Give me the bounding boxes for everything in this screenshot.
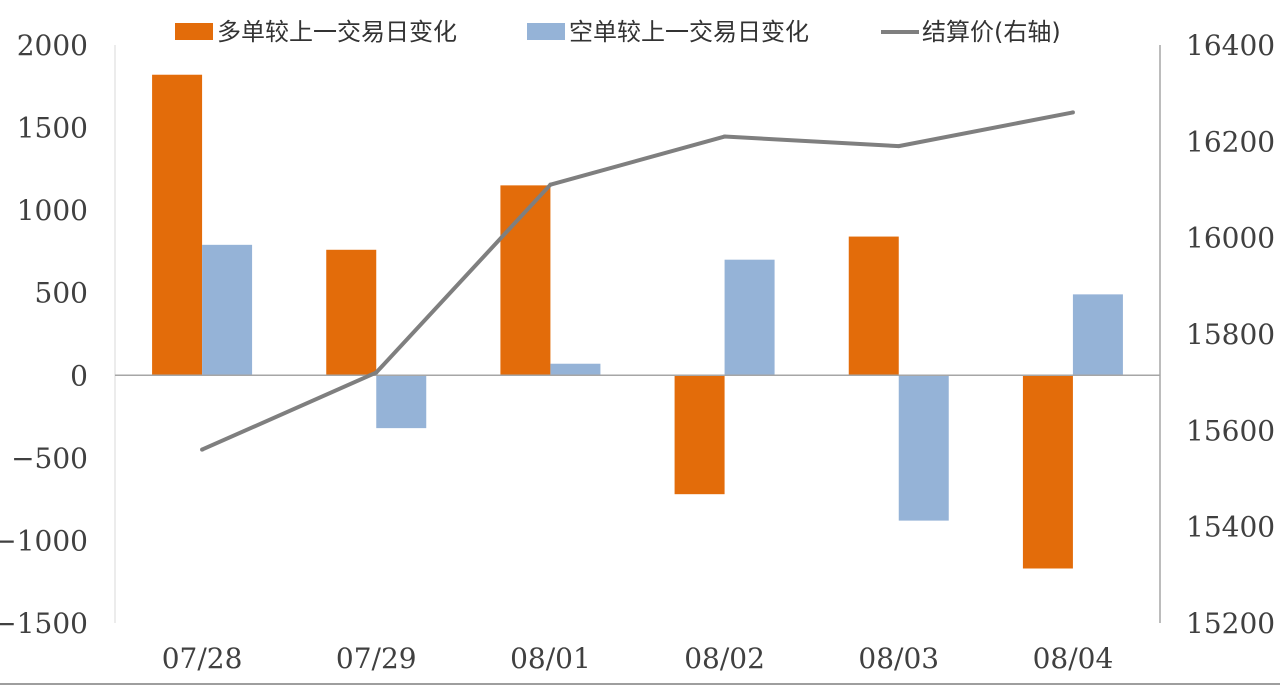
x-axis-tick-label: 07/29 — [336, 642, 417, 675]
long-change-bar — [848, 236, 899, 376]
left-axis-tick-label: 1000 — [17, 194, 88, 227]
x-axis-tick-label: 08/03 — [858, 642, 939, 675]
long-change-bar — [674, 375, 725, 495]
legend-item-long: 多单较上一交易日变化 — [175, 18, 457, 46]
left-axis-tick-label: −1000 — [0, 524, 88, 557]
left-axis-tick-label: −500 — [11, 442, 88, 475]
legend-swatch-long — [175, 23, 213, 40]
long-change-bar — [500, 185, 551, 376]
long-change-bar — [326, 249, 377, 376]
bars — [152, 74, 1123, 569]
short-change-bar — [550, 363, 601, 376]
settlement-price-point — [722, 134, 727, 139]
legend-item-short: 空单较上一交易日变化 — [527, 18, 809, 46]
legend-item-settlement: 结算价(右轴) — [881, 18, 1061, 46]
settlement-price-point — [200, 447, 205, 452]
long-change-bar — [152, 74, 203, 376]
left-axis-tick-label: 500 — [35, 277, 88, 310]
short-change-bar — [376, 375, 427, 429]
x-axis-tick-label: 07/28 — [162, 642, 243, 675]
settlement-price-point — [896, 144, 901, 149]
right-axis-tick-label: 15400 — [1186, 511, 1275, 544]
settlement-line-group — [200, 110, 1075, 452]
settlement-price-line — [201, 110, 1074, 452]
left-axis-tick-label: 1500 — [17, 112, 88, 145]
legend: 多单较上一交易日变化 空单较上一交易日变化 结算价(右轴) — [175, 18, 1061, 46]
right-axis-tick-label: 16200 — [1186, 125, 1275, 158]
x-axis-tick-labels: 07/28 07/29 08/01 08/02 08/03 08/04 — [162, 642, 1114, 675]
settlement-price-point — [374, 370, 379, 375]
short-change-bar — [1072, 294, 1123, 376]
short-change-bar — [724, 259, 775, 376]
long-change-bar — [1022, 375, 1073, 569]
right-axis-tick-label: 16400 — [1186, 29, 1275, 62]
left-axis-tick-label: −1500 — [0, 607, 88, 640]
x-axis-tick-label: 08/02 — [684, 642, 765, 675]
legend-label-long: 多单较上一交易日变化 — [217, 18, 457, 46]
right-axis-tick-labels: 16400 16200 16000 15800 15600 15400 15200 — [1186, 29, 1275, 640]
x-axis-tick-label: 08/01 — [510, 642, 591, 675]
settlement-price-point — [1070, 110, 1075, 115]
short-change-bar — [202, 244, 253, 376]
settlement-price-point — [548, 182, 553, 187]
left-axis-tick-label: 0 — [70, 359, 88, 392]
legend-label-settlement: 结算价(右轴) — [922, 18, 1061, 46]
left-axis-tick-labels: 2000 1500 1000 500 0 −500 −1000 −1500 — [0, 29, 88, 640]
right-axis-tick-label: 15200 — [1186, 607, 1275, 640]
right-axis-tick-label: 16000 — [1186, 222, 1275, 255]
short-change-bar — [898, 375, 949, 521]
legend-swatch-short — [527, 23, 565, 40]
left-axis-tick-label: 2000 — [17, 29, 88, 62]
right-axis-tick-label: 15600 — [1186, 414, 1275, 447]
legend-label-short: 空单较上一交易日变化 — [569, 18, 809, 46]
x-axis-tick-label: 08/04 — [1033, 642, 1114, 675]
right-axis-tick-label: 15800 — [1186, 318, 1275, 351]
